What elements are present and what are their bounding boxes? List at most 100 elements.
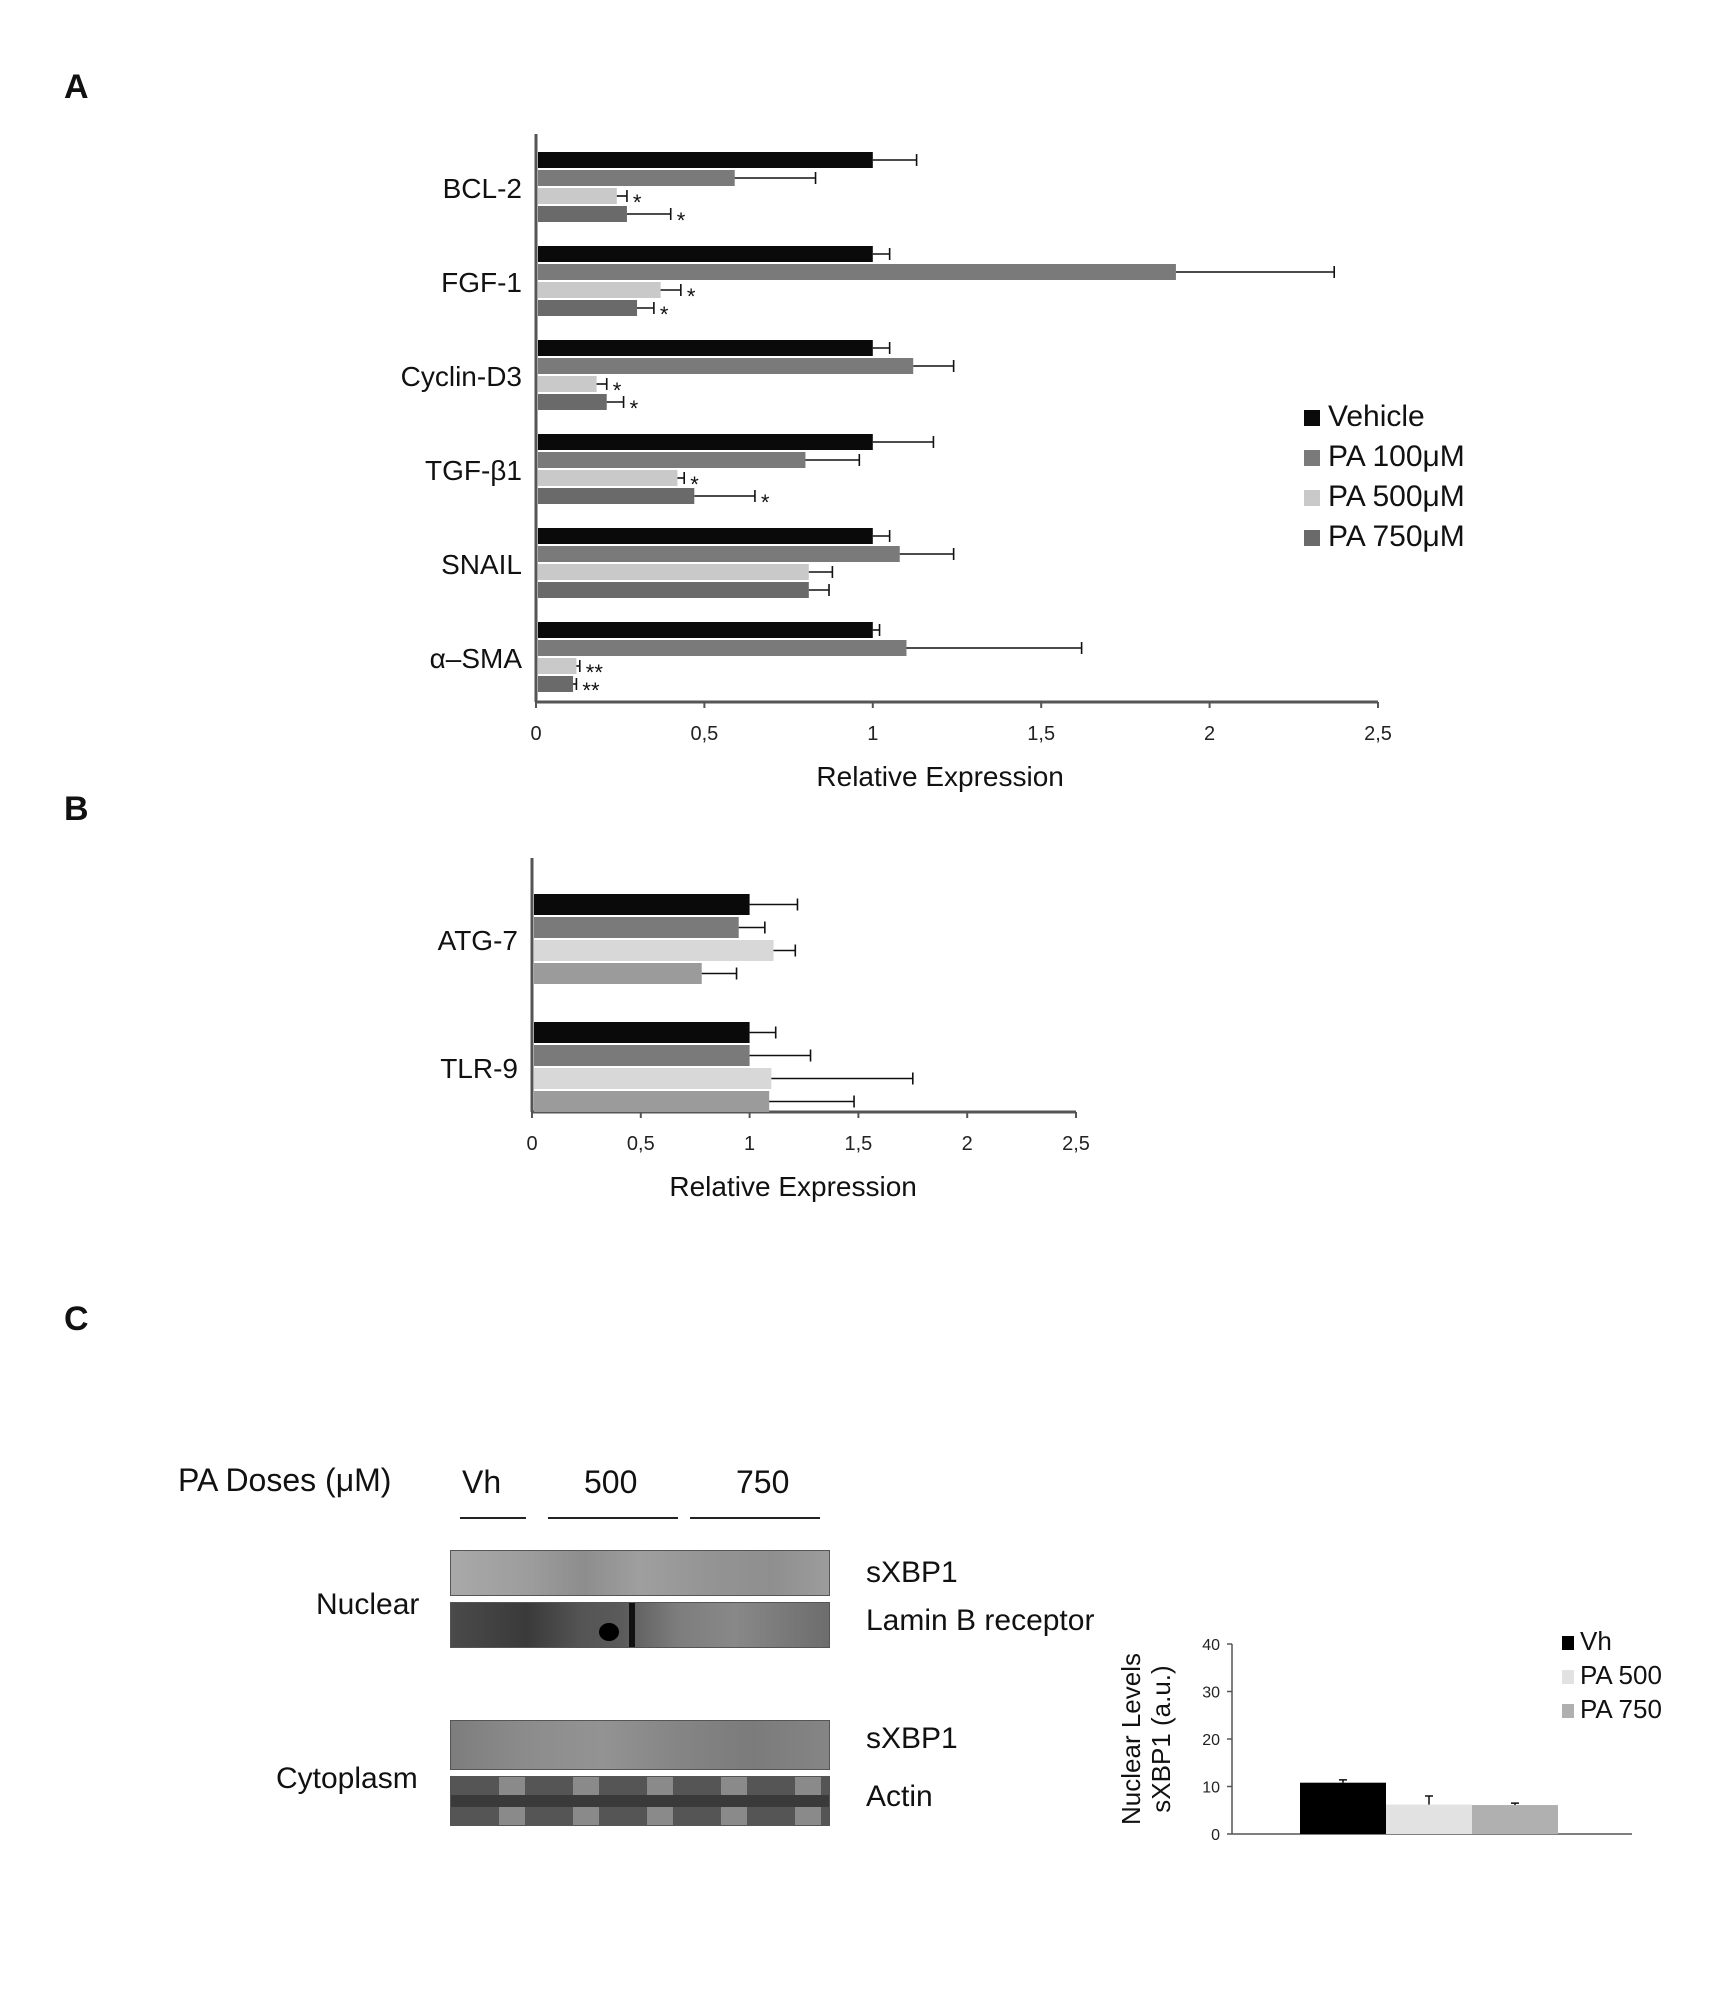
category-label: TGF-β1 (425, 455, 522, 486)
bar (534, 1022, 750, 1043)
bar (538, 658, 577, 674)
bar (534, 1091, 770, 1112)
dose-line-vh (460, 1517, 526, 1519)
panel-letter-b: B (64, 790, 89, 828)
panel-b-bar-chart: 0 0,5 1 1,5 2 2,5 Relative Expression ATG-7 TLR-… (438, 858, 1090, 1202)
blot-dark-spot (599, 1623, 619, 1641)
y-axis-title-line2: sXBP1 (a.u.) (1146, 1665, 1176, 1812)
y-tick-label: 0 (1211, 1827, 1220, 1844)
x-tick-label: 2 (962, 1133, 973, 1155)
legend-label: Vehicle (1328, 400, 1425, 433)
x-tick-label: 0,5 (690, 723, 718, 745)
bar (534, 940, 774, 961)
bar (538, 152, 873, 168)
bar (538, 188, 617, 204)
dose-line-500 (548, 1517, 678, 1519)
significance-marker: * (633, 190, 642, 215)
category-label: Cyclin-D3 (401, 361, 522, 392)
bar (1300, 1782, 1386, 1834)
blot-cytoplasm-sxbp1 (450, 1720, 830, 1770)
category-label: FGF-1 (441, 267, 522, 298)
y-axis-title-line1: Nuclear Levels (1116, 1653, 1146, 1825)
bar (538, 340, 873, 356)
bar (538, 246, 873, 262)
legend-swatch (1304, 410, 1320, 426)
bar (538, 282, 661, 298)
x-tick-label: 0,5 (627, 1133, 655, 1155)
significance-marker: * (677, 208, 686, 233)
bar (538, 676, 574, 692)
bar (538, 640, 907, 656)
bar (534, 1068, 772, 1089)
bar (534, 917, 739, 938)
bar (538, 488, 695, 504)
bar (538, 434, 873, 450)
x-tick-label: 0 (526, 1133, 537, 1155)
bar (538, 582, 809, 598)
bar (538, 528, 873, 544)
category-label: SNAIL (441, 549, 522, 580)
x-tick-label: 1 (867, 723, 878, 745)
panel-c-bar-chart: 0 10 20 30 40 Nuclear Levels sXBP1 (a.u.) Vh PA … (1116, 1626, 1662, 1844)
x-tick-label: 1,5 (1027, 723, 1055, 745)
legend-label: PA 100μM (1328, 440, 1465, 473)
category-label: ATG-7 (438, 925, 518, 956)
dose-line-750 (690, 1517, 820, 1519)
category-label: TLR-9 (440, 1053, 518, 1084)
bar (538, 206, 627, 222)
x-axis-title: Relative Expression (816, 761, 1063, 792)
bar (538, 546, 900, 562)
pa-doses-label: PA Doses (μM) (178, 1462, 392, 1498)
bar (538, 394, 607, 410)
y-tick-label: 30 (1202, 1685, 1220, 1702)
x-tick-label: 2,5 (1364, 723, 1392, 745)
category-label: BCL-2 (443, 173, 522, 204)
blot-nuclear-sxbp1 (450, 1550, 830, 1596)
bar (538, 452, 806, 468)
dose-group-vh: Vh (462, 1464, 502, 1500)
dose-group-500: 500 (584, 1464, 638, 1500)
legend-swatch (1304, 490, 1320, 506)
band-label-cytoplasm-sxbp1: sXBP1 (866, 1722, 958, 1755)
significance-marker: * (690, 472, 699, 497)
band-label-nuclear-sxbp1: sXBP1 (866, 1556, 958, 1589)
legend-label: PA 500μM (1328, 480, 1465, 513)
significance-marker: ** (582, 678, 600, 703)
band-label-actin: Actin (866, 1780, 933, 1813)
bar (534, 1045, 750, 1066)
blot-actin (450, 1776, 830, 1826)
bar (534, 963, 702, 984)
x-tick-label: 2 (1204, 723, 1215, 745)
actin-band (451, 1795, 829, 1807)
x-tick-label: 0 (530, 723, 541, 745)
x-tick-label: 1 (744, 1133, 755, 1155)
y-tick-label: 40 (1202, 1637, 1220, 1654)
panel-letter-c: C (64, 1300, 89, 1338)
y-tick-label: 20 (1202, 1732, 1220, 1749)
bar (538, 264, 1176, 280)
bar (534, 894, 750, 915)
legend-label: PA 750μM (1328, 520, 1465, 553)
legend-label: PA 500 (1580, 1660, 1662, 1690)
legend-swatch (1562, 1636, 1574, 1650)
legend-swatch (1562, 1670, 1574, 1684)
bar (1386, 1804, 1472, 1834)
blot-lamin-b-receptor (450, 1602, 830, 1648)
significance-marker: * (660, 302, 669, 327)
significance-marker: * (613, 378, 622, 403)
bar (538, 170, 735, 186)
y-tick-label: 10 (1202, 1780, 1220, 1797)
panel-letter-a: A (64, 68, 89, 106)
cytoplasm-label: Cytoplasm (276, 1762, 418, 1795)
nuclear-label: Nuclear (316, 1588, 420, 1621)
x-tick-label: 1,5 (844, 1133, 872, 1155)
legend-label: PA 750 (1580, 1694, 1662, 1724)
category-label: α–SMA (430, 643, 523, 674)
bar (1472, 1805, 1558, 1834)
blot-streak (629, 1603, 635, 1647)
bar (538, 564, 809, 580)
legend-swatch (1304, 450, 1320, 466)
legend-label: Vh (1580, 1626, 1612, 1656)
significance-marker: * (687, 284, 696, 309)
